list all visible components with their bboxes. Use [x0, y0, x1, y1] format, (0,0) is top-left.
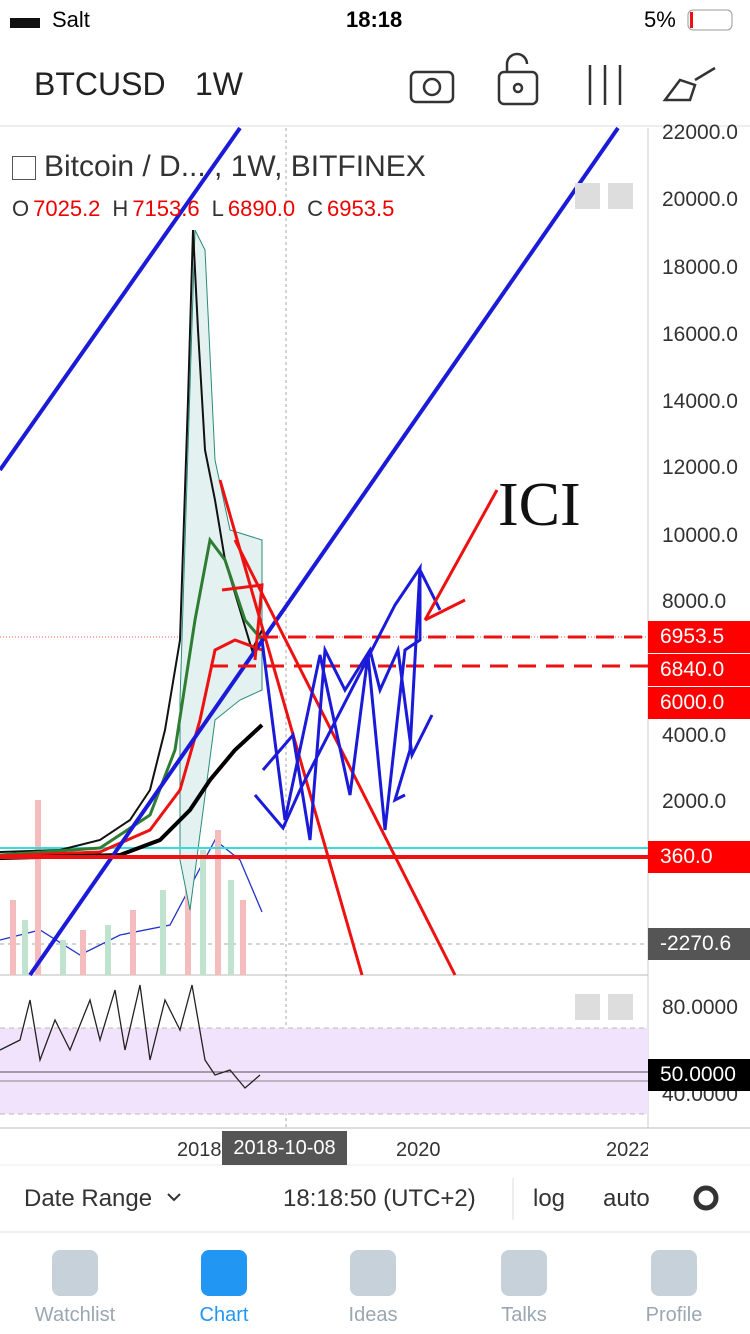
rsi-line	[0, 984, 261, 1089]
ohlc: O 7025.2 H 7153.6 L 6890.0 C 6953.5	[12, 196, 406, 222]
tab-label[interactable]: Watchlist	[34, 1304, 116, 1326]
tab-icon[interactable]	[651, 1250, 697, 1296]
ma-green	[0, 536, 264, 857]
tab-label[interactable]: Talks	[501, 1304, 547, 1326]
settings-icon[interactable]	[693, 1185, 719, 1211]
ohlc-value: 7025.2	[33, 196, 101, 221]
time-label: 2018	[177, 1139, 222, 1161]
projection	[260, 569, 442, 831]
price-tick: 12000.0	[662, 456, 738, 479]
ohlc-key: H	[112, 196, 129, 221]
ohlc-key: O	[12, 196, 30, 221]
rsi-tick: 80.0000	[662, 996, 738, 1019]
battery-icon	[687, 9, 733, 31]
chevron[interactable]	[167, 1193, 181, 1202]
volume-bars-up	[22, 850, 234, 975]
price-tick: 18000.0	[662, 256, 738, 279]
red-line	[218, 479, 364, 976]
rsi-tag: 50.0000	[648, 1059, 750, 1091]
legend-title: Bitcoin / D... , 1W, BITFINEX	[12, 150, 426, 184]
toolbar-clock: 18:18:50 (UTC+2)	[283, 1185, 476, 1212]
rsi-band	[0, 1028, 648, 1114]
time-label: 2022	[606, 1139, 648, 1161]
carrier: Salt	[52, 7, 90, 32]
ma-red	[0, 638, 263, 858]
tab-icon[interactable]	[501, 1250, 547, 1296]
interval[interactable]: 1W	[195, 66, 243, 102]
price-tick: 8000.0	[662, 590, 727, 613]
price-tick: 22000.0	[662, 121, 738, 144]
price-tag: 6953.5	[648, 621, 750, 653]
tab-label[interactable]: Chart	[199, 1304, 249, 1326]
date-range[interactable]: Date Range	[24, 1185, 153, 1212]
legend-text: Bitcoin / D... , 1W, BITFINEX	[44, 150, 426, 183]
tab-icon[interactable]	[52, 1250, 98, 1296]
red-line	[221, 583, 264, 661]
pane-btn[interactable]	[575, 183, 600, 209]
trend-line	[0, 126, 242, 472]
pane-btn[interactable]	[608, 994, 633, 1020]
log-toggle[interactable]: log	[533, 1185, 566, 1212]
arrow	[423, 489, 499, 621]
price-line	[0, 229, 263, 853]
tab-label[interactable]: Profile	[645, 1304, 703, 1326]
ohlc-value: 6953.5	[327, 196, 395, 221]
ohlc-value: 7153.6	[132, 196, 200, 221]
annotation: ICI	[498, 471, 581, 539]
tab-icon[interactable]	[350, 1250, 396, 1296]
price-tick: 20000.0	[662, 188, 738, 211]
header-icons[interactable]	[409, 52, 716, 106]
price-tick: 10000.0	[662, 524, 738, 547]
bollinger	[179, 229, 263, 911]
price-tag: 6840.0	[648, 654, 750, 686]
ohlc-key: L	[211, 196, 224, 221]
volume-bars	[10, 800, 246, 975]
price-tag: 6000.0	[648, 687, 750, 719]
time-label: 2020	[396, 1139, 441, 1161]
price-tag: 360.0	[648, 841, 750, 873]
symbol[interactable]: BTCUSD	[34, 66, 166, 102]
arrow-head	[424, 598, 466, 622]
battery-level	[690, 12, 693, 28]
tab-icon[interactable]	[201, 1250, 247, 1296]
projection	[261, 644, 434, 841]
price-tick: 16000.0	[662, 323, 738, 346]
time-cursor: 2018-10-08	[222, 1131, 347, 1165]
pane-btn[interactable]	[575, 994, 600, 1020]
battery: 5%	[644, 7, 676, 32]
signal-icon	[10, 18, 40, 28]
projection	[253, 562, 422, 831]
ohlc-key: C	[307, 196, 324, 221]
price-tick: 4000.0	[662, 724, 727, 747]
auto-toggle[interactable]: auto	[603, 1185, 650, 1212]
red-line	[233, 539, 457, 976]
price-tag: -2270.6	[648, 928, 750, 960]
price-tick: 2000.0	[662, 790, 727, 813]
ohlc-value: 6890.0	[227, 196, 296, 221]
price-tick: 14000.0	[662, 390, 738, 413]
clock: 18:18	[346, 7, 403, 32]
trend-line	[28, 126, 620, 977]
tab-label[interactable]: Ideas	[348, 1304, 398, 1326]
pane-btn[interactable]	[608, 183, 633, 209]
